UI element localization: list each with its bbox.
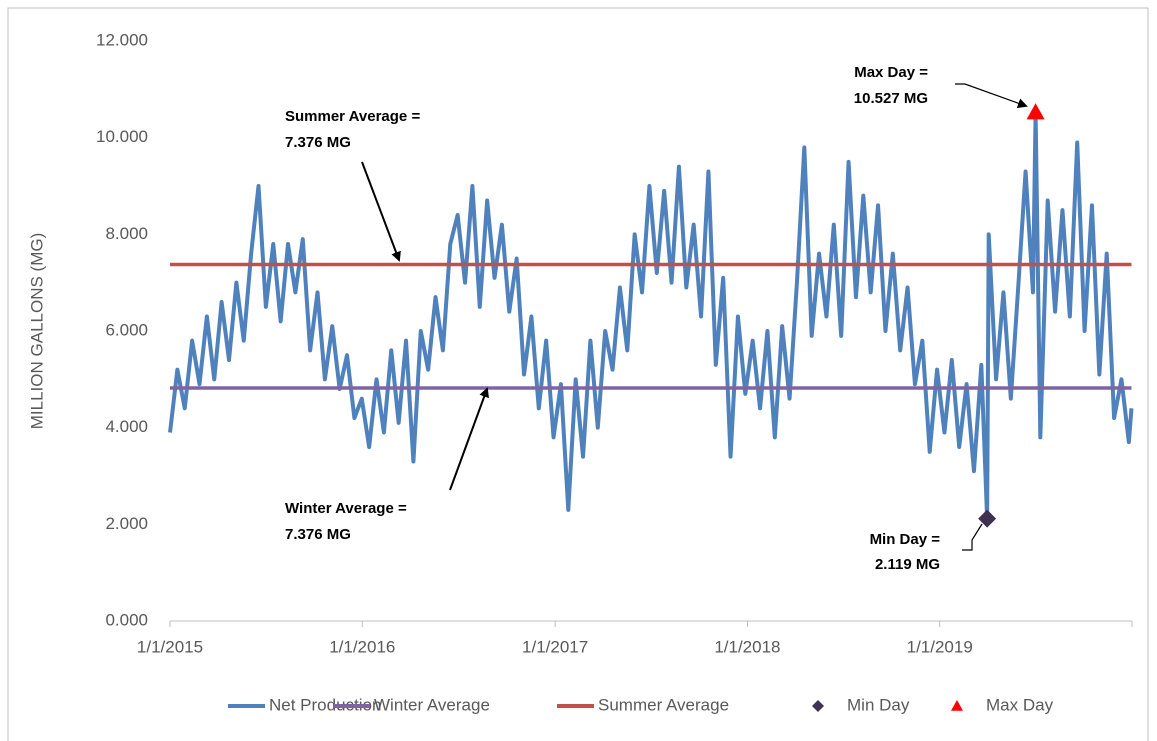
annotation-text: Winter Average = [285,500,407,517]
annotation-text: Max Day = [854,64,928,81]
annotation-text: Min Day = [870,531,941,548]
series-line [168,110,1134,521]
annotation-text: 7.376 MG [285,134,351,151]
legend-label: Winter Average [374,695,490,714]
legend-label: Max Day [986,695,1054,714]
legend-swatch [951,700,963,711]
legend-label: Net Production [269,695,381,714]
annotation-arrow [955,83,1028,108]
y-axis-title: MILLION GALLONS (MG) [27,233,46,429]
annotation-arrow [449,387,489,491]
x-tick-label: 1/1/2018 [714,637,780,656]
annotation-arrow [361,161,401,262]
y-tick-label: 10.000 [96,127,148,146]
x-tick-label: 1/1/2017 [522,637,588,656]
legend-label: Min Day [847,695,910,714]
annotations: Summer Average = 7.376 MG Winter Average… [285,64,1028,573]
annotation-text: 10.527 MG [854,90,928,107]
x-tick-label: 1/1/2019 [907,637,973,656]
annotation-connector [962,523,983,551]
marker [978,509,997,528]
y-tick-label: 0.000 [105,610,148,629]
y-tick-label: 12.000 [96,30,148,49]
y-tick-label: 6.000 [105,320,148,339]
y-tick-label: 4.000 [105,417,148,436]
legend-label: Summer Average [598,695,729,714]
x-tick-label: 1/1/2016 [329,637,395,656]
annotation-text: 2.119 MG [875,556,940,573]
annotation-text: Summer Average = [285,108,420,125]
annotation-text: 7.376 MG [285,526,351,543]
chart-border [7,7,1149,741]
marker [1026,103,1045,120]
legend-swatch [812,700,824,712]
y-tick-label: 2.000 [105,514,148,533]
y-tick-label: 8.000 [105,224,148,243]
x-tick-label: 1/1/2015 [137,637,203,656]
plot-area: 0.000 2.000 4.000 6.000 8.000 10.000 12.000 1/1… [96,30,1134,656]
